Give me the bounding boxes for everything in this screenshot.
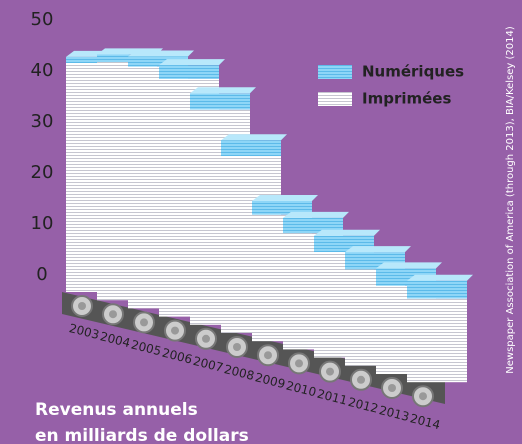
y-tick-label: 40 (31, 60, 54, 81)
roller-hub (78, 302, 86, 310)
roller-hub (233, 343, 241, 351)
roller-hub (109, 310, 117, 319)
stack-top (345, 246, 411, 253)
stack-segment (407, 298, 467, 383)
stack-segment (159, 65, 219, 79)
stack-top (283, 211, 349, 218)
roller-hub (357, 375, 365, 384)
legend-label: Numériques (362, 63, 464, 81)
stack-top (252, 194, 318, 201)
roller-hub (140, 318, 148, 327)
stack-segment (407, 280, 467, 299)
x-tick-label: 2007 (192, 354, 225, 375)
roller-hub (171, 326, 179, 335)
roller-hub (388, 384, 396, 392)
stack-segment (252, 200, 312, 215)
conveyor-belt (62, 292, 445, 404)
roller-hub (295, 359, 303, 368)
y-tick-label: 20 (31, 162, 54, 183)
stack-segment (97, 54, 157, 63)
x-tick-label: 2009 (254, 370, 287, 391)
stack-top (221, 134, 287, 141)
stack-top (128, 50, 194, 57)
x-tick-label: 2011 (316, 387, 349, 408)
y-tick-label: 50 (31, 9, 54, 30)
x-tick-label: 2012 (347, 395, 380, 416)
x-tick-label: 2004 (99, 329, 132, 350)
stack-segment (283, 217, 343, 234)
y-label: en milliards de dollars (35, 426, 249, 444)
x-tick-label: 2014 (409, 411, 442, 432)
x-tick-label: 2006 (161, 346, 194, 367)
y-tick-label: 30 (31, 111, 54, 132)
y-label: Revenus annuels (35, 400, 198, 420)
roller-hub (264, 351, 272, 360)
stack-top (376, 262, 442, 269)
x-tick-label: 2003 (68, 321, 101, 342)
y-tick-label: 10 (31, 213, 54, 234)
y-tick-label: 0 (36, 264, 47, 285)
legend-swatch (318, 92, 352, 106)
roller-hub (326, 367, 334, 376)
x-tick-label: 2005 (130, 337, 163, 358)
stack-segment (66, 56, 126, 64)
stack-segment (128, 56, 188, 67)
stack-segment (221, 140, 281, 157)
x-tick-label: 2013 (378, 403, 411, 424)
stack-segment (190, 93, 250, 110)
x-tick-label: 2010 (285, 378, 318, 399)
stack-top (159, 59, 225, 66)
legend-swatch (318, 65, 352, 79)
stack-top (314, 229, 380, 236)
stack-top (190, 87, 256, 94)
roller-hub (419, 392, 427, 401)
source: Newspaper Association of America (throug… (505, 26, 516, 374)
x-tick-label: 2008 (223, 362, 256, 383)
roller-hub (202, 334, 210, 343)
stack-top (407, 274, 473, 281)
legend-label: Imprimées (362, 90, 451, 108)
